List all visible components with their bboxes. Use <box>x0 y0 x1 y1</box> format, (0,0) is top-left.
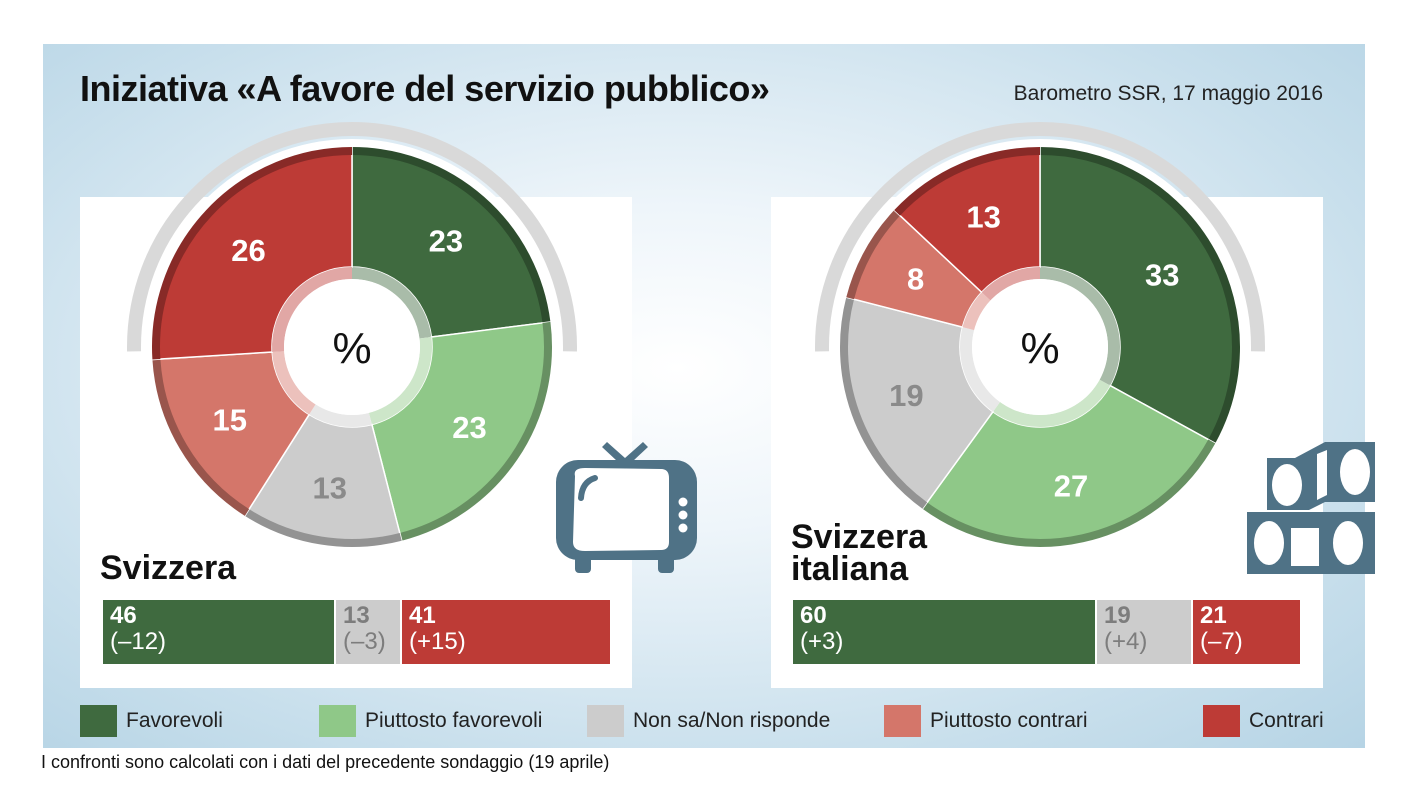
slice-label-piuttosto_contrari: 8 <box>907 262 924 297</box>
percent-symbol: % <box>1020 324 1059 373</box>
slice-rim <box>152 147 353 360</box>
slice-rim <box>351 147 551 323</box>
summary-value: 19 <box>1104 602 1131 629</box>
legend-item: Favorevoli <box>80 704 223 738</box>
summary-segment: 13 (–3) <box>336 600 400 664</box>
summary-segment: 19 (+4) <box>1097 600 1191 664</box>
slice-label-piuttosto_favorevoli: 23 <box>452 410 486 445</box>
legend-swatch <box>587 705 624 737</box>
summary-value: 21 <box>1200 602 1227 629</box>
donut-chart-svizzera-italiana: % 33 27 19 8 13 <box>815 122 1265 555</box>
legend-label: Favorevoli <box>126 709 223 732</box>
slice-label-piuttosto_favorevoli: 27 <box>1054 469 1088 504</box>
percent-symbol: % <box>332 324 371 373</box>
legend-label: Non sa/Non risponde <box>633 709 831 732</box>
summary-bar-svizzera-italiana: 60 (+3) 19 (+4) 21 (–7) <box>793 600 1300 664</box>
tv-icon <box>556 442 697 573</box>
outer-arc <box>815 122 1265 352</box>
summary-change: (–7) <box>1200 628 1243 655</box>
slice-label-contrari: 13 <box>966 200 1000 235</box>
slice-rim <box>894 147 1041 216</box>
slice-rim <box>152 359 250 516</box>
footnote: I confronti sono calcolati con i dati de… <box>41 752 610 772</box>
slice-label-contrari: 26 <box>231 233 265 268</box>
legend-swatch <box>1203 705 1240 737</box>
summary-value: 60 <box>800 602 827 629</box>
summary-change: (–12) <box>110 628 167 655</box>
legend-swatch <box>80 705 117 737</box>
summary-bar-svizzera: 46 (–12) 13 (–3) 41 (+15) <box>103 600 610 664</box>
summary-value: 41 <box>409 602 436 629</box>
summary-change: (+3) <box>800 628 844 655</box>
summary-value: 46 <box>110 602 137 629</box>
summary-segment: 46 (–12) <box>103 600 334 664</box>
region-title-line: Svizzera <box>791 518 928 556</box>
source-date: Barometro SSR, 17 maggio 2016 <box>1013 82 1323 105</box>
slice-inner-ring <box>960 327 1001 412</box>
donut-center <box>284 279 420 415</box>
legend-item: Piuttosto favorevoli <box>319 704 542 738</box>
outer-arc <box>127 122 577 352</box>
slice-inner-ring <box>1040 267 1120 386</box>
summary-change: (–3) <box>343 628 386 655</box>
region-title-svizzera: Svizzera <box>100 549 237 587</box>
summary-value: 13 <box>343 602 370 629</box>
donut-center <box>972 279 1108 415</box>
summary-segment: 21 (–7) <box>1193 600 1300 664</box>
slice-label-non_sa: 19 <box>889 378 923 413</box>
legend-item: Piuttosto contrari <box>884 704 1088 738</box>
slice-inner-ring <box>992 379 1111 427</box>
legend-label: Piuttosto favorevoli <box>365 709 543 732</box>
summary-change: (+15) <box>409 628 466 655</box>
slice-rim <box>840 297 928 509</box>
slice-rim <box>922 439 1216 547</box>
slice-inner-ring <box>981 267 1040 301</box>
slice-inner-ring <box>272 267 352 353</box>
legend-item: Non sa/Non risponde <box>587 704 830 738</box>
slice-rim <box>244 509 402 547</box>
slice-label-non_sa: 13 <box>313 470 347 505</box>
summary-segment: 60 (+3) <box>793 600 1095 664</box>
legend-label: Piuttosto contrari <box>930 709 1088 732</box>
slice-inner-ring <box>309 404 372 427</box>
legend-swatch <box>319 705 356 737</box>
legend-item: Contrari <box>1203 704 1324 738</box>
slice-rim <box>399 321 552 541</box>
legend-label: Contrari <box>1249 709 1324 732</box>
slice-label-favorevoli: 33 <box>1145 258 1179 293</box>
summary-change: (+4) <box>1104 628 1148 655</box>
slice-inner-ring <box>368 336 432 425</box>
film-reel-icon <box>1247 442 1375 574</box>
slice-label-favorevoli: 23 <box>429 223 463 258</box>
slice-rim <box>846 210 901 300</box>
donut-chart-svizzera: % 23 23 13 15 26 <box>127 122 577 555</box>
slice-inner-ring <box>352 267 432 339</box>
page-title: Iniziativa «A favore del servizio pubbli… <box>80 68 770 109</box>
legend-swatch <box>884 705 921 737</box>
region-title-svizzera-italiana: Svizzera italiana <box>791 518 928 588</box>
slice-inner-ring <box>962 292 991 331</box>
slice-inner-ring <box>272 351 316 415</box>
summary-segment: 41 (+15) <box>402 600 610 664</box>
region-title-line: italiana <box>791 550 909 588</box>
slice-label-piuttosto_contrari: 15 <box>213 402 247 437</box>
slice-rim <box>1039 147 1240 444</box>
